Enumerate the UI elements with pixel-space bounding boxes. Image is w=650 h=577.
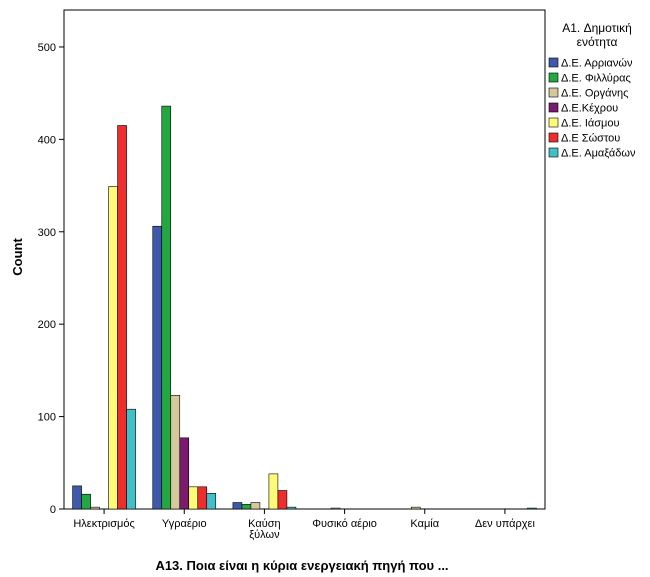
bar: [250, 502, 261, 510]
y-axis-title: Count: [10, 238, 25, 276]
bar: [268, 473, 279, 510]
x-axis-title: A13. Ποια είναι η κύρια ενεργειακή πηγή …: [155, 558, 448, 573]
x-tick-label: Καύση: [248, 518, 280, 530]
legend-label: Δ.Ε. Οργάνης: [561, 88, 628, 100]
bar: [197, 486, 208, 510]
x-tick-label: ξύλων: [249, 529, 280, 541]
bar: [232, 502, 243, 510]
bars-layer: [72, 105, 537, 510]
bar: [188, 486, 199, 510]
x-tick-label: Καμία: [410, 518, 439, 530]
legend-label: Δ.Ε. Φιλλύρας: [561, 73, 631, 85]
bar: [277, 490, 288, 510]
y-tick-label: 0: [50, 504, 56, 516]
legend-swatch: [548, 132, 559, 143]
bar: [170, 395, 181, 510]
legend-swatch: [548, 57, 559, 68]
legend-label: Δ.Ε. Αμαξάδων: [561, 148, 636, 160]
legend-label: Δ.Ε.Κέχρου: [561, 103, 618, 115]
bar: [206, 492, 217, 510]
legend-swatch: [548, 102, 559, 113]
bar: [241, 504, 252, 510]
legend-label: Δ.Ε Σώστου: [561, 133, 620, 145]
y-tick-label: 300: [38, 227, 56, 239]
bar: [126, 408, 136, 510]
legend-title: A1. Δημοτική: [562, 21, 632, 35]
bar: [527, 507, 537, 510]
y-tick-label: 500: [38, 42, 56, 54]
bar: [72, 485, 82, 510]
legend-title: ενότητα: [577, 35, 618, 49]
y-tick-label: 400: [38, 134, 56, 146]
legend-label: Δ.Ε. Ιάσμου: [561, 118, 620, 130]
legend-swatch: [548, 72, 559, 83]
y-tick-label: 200: [38, 319, 56, 331]
bar: [286, 506, 297, 510]
bar: [90, 506, 100, 510]
legend-swatch: [548, 87, 559, 98]
bar: [179, 437, 190, 510]
bar: [410, 506, 421, 510]
bar: [152, 225, 163, 510]
plot-area: [63, 9, 546, 510]
y-axis: 0 100 200 300 400 500: [38, 42, 64, 516]
x-tick-label: Φυσικό αέριο: [312, 518, 377, 530]
y-tick-label: 100: [38, 412, 56, 424]
x-tick-label: Υγραέριο: [162, 518, 207, 530]
legend-swatch: [548, 117, 559, 128]
bar: [108, 186, 118, 510]
bar: [81, 493, 91, 510]
x-tick-label: Δεν υπάρχει: [475, 518, 536, 530]
legend-swatch: [548, 147, 559, 158]
bar: [161, 105, 172, 510]
legend-label: Δ.Ε. Αρριανών: [561, 58, 633, 70]
bar: [330, 507, 341, 510]
x-tick-label: Ηλεκτρισμός: [73, 518, 134, 530]
bar: [117, 125, 127, 510]
